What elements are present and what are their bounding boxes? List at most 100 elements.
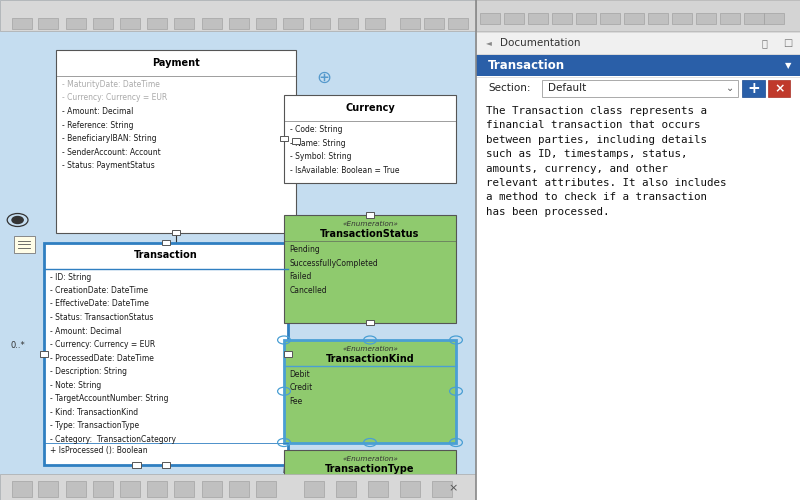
Bar — [744, 13, 764, 24]
Bar — [764, 13, 784, 24]
Text: - Code: String: - Code: String — [290, 125, 342, 134]
Bar — [476, 0, 800, 31]
Text: Transaction: Transaction — [488, 59, 565, 72]
Bar — [12, 480, 32, 497]
Text: Payment: Payment — [152, 58, 200, 68]
Text: - Currency: Currency = EUR: - Currency: Currency = EUR — [50, 340, 155, 349]
Bar — [283, 351, 293, 356]
Bar — [366, 320, 374, 325]
Bar — [202, 480, 222, 497]
Bar — [147, 18, 167, 29]
Bar — [336, 480, 356, 497]
Text: nsactions: nsactions — [50, 476, 86, 486]
Bar — [202, 18, 222, 29]
Text: □: □ — [783, 38, 793, 48]
Bar — [720, 13, 740, 24]
Text: Default: Default — [548, 84, 586, 94]
Text: «Enumeration»: «Enumeration» — [342, 456, 398, 462]
Text: - Amount: Decimal: - Amount: Decimal — [62, 107, 133, 116]
Bar — [291, 138, 301, 144]
Bar — [66, 18, 86, 29]
Bar — [338, 18, 358, 29]
Bar — [120, 18, 140, 29]
Bar — [66, 480, 86, 497]
Text: - CreationDate: DateTime: - CreationDate: DateTime — [50, 286, 147, 295]
Bar — [310, 18, 330, 29]
Bar — [147, 480, 167, 497]
Text: - Symbol: String: - Symbol: String — [290, 152, 351, 161]
Text: - ProcessedDate: DateTime: - ProcessedDate: DateTime — [50, 354, 154, 362]
Bar — [256, 18, 276, 29]
Bar — [93, 18, 113, 29]
Text: «Enumeration»: «Enumeration» — [342, 221, 398, 227]
Text: TransactionStatus: TransactionStatus — [320, 228, 420, 238]
Text: Pending: Pending — [290, 245, 320, 254]
Bar — [476, 32, 800, 54]
Text: TransactionKind: TransactionKind — [326, 354, 414, 364]
Text: - Note: String: - Note: String — [50, 380, 101, 390]
Text: ×: × — [449, 483, 458, 493]
Text: Failed: Failed — [290, 272, 312, 281]
Bar — [742, 80, 765, 97]
Bar — [284, 340, 456, 442]
Text: Transfer: Transfer — [290, 480, 321, 489]
Text: 0..*: 0..* — [10, 342, 25, 350]
Text: Fee: Fee — [290, 397, 303, 406]
Bar — [174, 18, 194, 29]
Text: card: card — [8, 476, 25, 486]
Circle shape — [12, 216, 23, 224]
Text: - SenderAccount: Account: - SenderAccount: Account — [62, 148, 160, 156]
Text: Credit: Credit — [290, 384, 313, 392]
Bar — [366, 212, 374, 218]
Bar — [0, 474, 476, 500]
Text: - Amount: Decimal: - Amount: Decimal — [50, 326, 121, 336]
Bar — [0, 0, 476, 500]
Text: - Name: String: - Name: String — [290, 138, 346, 147]
Text: - ID: String: - ID: String — [50, 272, 91, 281]
Bar — [600, 13, 620, 24]
Bar — [0, 0, 476, 31]
Text: - Status: PaymentStatus: - Status: PaymentStatus — [62, 161, 154, 170]
Text: - Type: TransactionType: - Type: TransactionType — [50, 421, 138, 430]
Bar — [284, 215, 456, 322]
Text: ⌄: ⌄ — [726, 84, 734, 94]
Text: «Enumeration»: «Enumeration» — [342, 346, 398, 352]
Bar — [284, 95, 456, 182]
Text: - Currency: Currency = EUR: - Currency: Currency = EUR — [62, 94, 167, 102]
Text: - EffectiveDate: DateTime: - EffectiveDate: DateTime — [50, 300, 149, 308]
Text: Documentation: Documentation — [500, 38, 581, 48]
Bar — [696, 13, 716, 24]
Bar — [672, 13, 692, 24]
Text: ◄: ◄ — [486, 38, 491, 48]
Text: - BeneficiaryIBAN: String: - BeneficiaryIBAN: String — [62, 134, 156, 143]
Bar — [162, 462, 170, 468]
Bar — [624, 13, 644, 24]
Bar — [368, 480, 388, 497]
Bar — [283, 18, 303, 29]
Bar — [768, 80, 790, 97]
Bar — [12, 18, 32, 29]
Text: The Transaction class represents a
financial transaction that occurs
between par: The Transaction class represents a finan… — [486, 106, 726, 217]
Bar — [476, 100, 800, 500]
Bar — [476, 0, 800, 500]
Text: Debit: Debit — [290, 370, 310, 379]
Text: - Reference: String: - Reference: String — [62, 120, 133, 130]
Text: +: + — [747, 81, 760, 96]
Text: - MaturityDate: DateTime: - MaturityDate: DateTime — [62, 80, 159, 89]
Text: SuccessfullyCompleted: SuccessfullyCompleted — [290, 258, 378, 268]
Bar — [528, 13, 548, 24]
Bar — [476, 77, 800, 100]
Bar — [56, 50, 296, 232]
Text: ×: × — [774, 82, 785, 95]
Text: ⊕: ⊕ — [317, 68, 331, 86]
Text: *: * — [126, 476, 130, 486]
Bar — [365, 18, 385, 29]
Bar — [229, 18, 249, 29]
Bar — [38, 480, 58, 497]
Bar — [476, 55, 800, 76]
Text: ▼: ▼ — [785, 61, 791, 70]
Text: Currency: Currency — [345, 103, 395, 113]
Text: Cancelled: Cancelled — [290, 286, 327, 294]
Bar — [132, 462, 141, 468]
Text: - Category:  TransactionCategory: - Category: TransactionCategory — [50, 434, 176, 444]
